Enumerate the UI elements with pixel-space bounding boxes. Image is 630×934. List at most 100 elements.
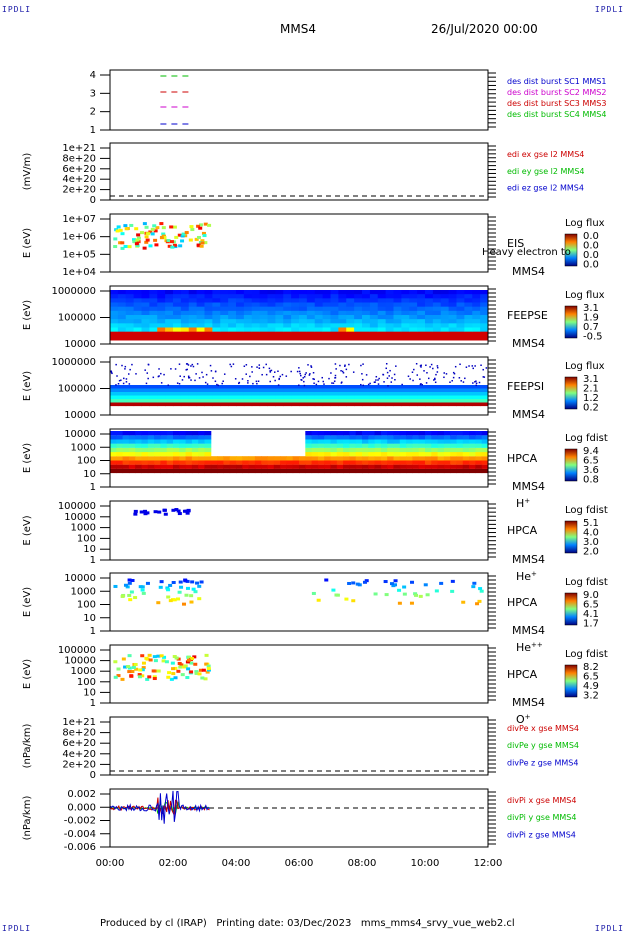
spectrogram-cell <box>259 302 268 308</box>
spectrogram-cell <box>251 331 261 337</box>
y-axis-label: (nPa/km) <box>22 724 33 769</box>
spectrogram-cell <box>141 310 150 316</box>
spectrogram-cell <box>472 310 481 316</box>
spectrogram-cell <box>154 447 161 453</box>
spectrogram-cell <box>317 456 325 461</box>
corner-label-bottom-right: IPDLI <box>594 924 624 933</box>
spectrogram-cell <box>432 335 442 341</box>
spectrogram-cell <box>324 468 331 474</box>
spectrogram-cell <box>236 392 245 396</box>
spectrogram-cell <box>377 306 387 312</box>
spectrogram-cell <box>462 464 470 469</box>
spectrogram-cell <box>212 290 221 295</box>
spectrogram-cell <box>310 366 313 368</box>
spectrogram-cell <box>125 294 135 299</box>
spectrogram-cell <box>149 385 158 389</box>
spectrogram-cell <box>173 443 180 448</box>
spectrogram-cell <box>432 310 442 316</box>
spectrogram-cell <box>432 385 442 389</box>
y-axis-label: E (eV) <box>22 515 33 545</box>
spectrogram-cell <box>306 388 316 393</box>
y-tick-label: 1e+07 <box>62 214 96 225</box>
spectrogram-cell <box>409 402 418 407</box>
spectrogram-cell <box>393 294 402 299</box>
spectrogram-cell <box>440 323 450 328</box>
spectrogram-cell <box>212 331 221 337</box>
spectrogram-cell <box>229 464 237 469</box>
spectrogram-cell <box>283 327 292 333</box>
spectrogram-cell <box>345 368 348 371</box>
spectrogram-cell <box>299 464 306 469</box>
spectrogram-cell <box>338 392 347 396</box>
spectrogram-cell <box>369 310 379 316</box>
spectrogram-cell <box>330 435 338 440</box>
spectrogram-cell <box>243 319 253 324</box>
spectrogram-cell <box>217 460 224 465</box>
spectrogram-cell <box>409 395 418 400</box>
spectrogram-cell <box>300 374 302 377</box>
spectrogram-cell <box>157 395 166 400</box>
spectrogram-cell <box>464 294 473 299</box>
spectrogram-cell <box>191 468 199 474</box>
spectrogram-cell <box>437 452 445 457</box>
spectrogram-cell <box>190 580 195 584</box>
spectrogram-cell <box>202 376 204 378</box>
spectrogram-cell <box>151 669 156 673</box>
spectrogram-cell <box>273 456 281 461</box>
spectrogram-cell <box>201 231 206 235</box>
spectrogram-cell <box>464 302 473 308</box>
colorbar-title: Log fdist <box>565 577 608 588</box>
spectrogram-cell <box>179 439 187 444</box>
spectrogram-cell <box>355 452 363 457</box>
spectrogram-cell <box>314 388 324 393</box>
spectrogram-cell <box>401 310 410 316</box>
spectrogram-cell <box>448 290 457 295</box>
spectrogram-cell <box>182 509 187 513</box>
spectrogram-cell <box>153 510 158 514</box>
spectrogram-cell <box>480 395 489 400</box>
spectrogram-cell <box>133 399 142 403</box>
spectrogram-cell <box>331 382 333 384</box>
spectrogram-cell <box>393 435 401 440</box>
spectrogram-cell <box>406 468 413 474</box>
spectrogram-cell <box>228 385 237 389</box>
spectrogram-cell <box>480 364 482 366</box>
spectrogram-cell <box>299 392 308 396</box>
spectrogram-cell <box>117 388 127 393</box>
spectrogram-cell <box>191 447 199 453</box>
spectrogram-cell <box>354 327 363 333</box>
spectrogram-cell <box>116 443 124 448</box>
spectrogram-cell <box>443 460 451 465</box>
spectrogram-cell <box>179 460 187 465</box>
spectrogram-cell <box>140 674 145 678</box>
spectrogram-cell <box>270 369 273 372</box>
spectrogram-cell <box>220 327 229 333</box>
spectrogram-cell <box>409 306 418 312</box>
spectrogram-cell <box>459 363 461 366</box>
spectrogram-cell <box>472 290 481 295</box>
spectrogram-cell <box>117 290 127 295</box>
spectrogram-cell <box>120 594 125 598</box>
spectrogram-cell <box>425 395 434 400</box>
spectrogram-cell <box>448 315 457 320</box>
spectrogram-cell <box>314 323 324 328</box>
spectrogram-cell <box>283 392 292 396</box>
spectrogram-cell <box>189 670 194 674</box>
spectrogram-cell <box>175 597 180 601</box>
legend-entry: des dist burst SC2 MMS2 <box>507 88 606 97</box>
spectrogram-cell <box>480 302 489 308</box>
spectrogram-cell <box>369 327 379 333</box>
spectrogram-cell <box>324 443 331 448</box>
y-tick-label: 2e+20 <box>62 185 96 196</box>
spectrogram-cell <box>125 327 135 333</box>
spectrogram-cell <box>127 245 132 249</box>
spectrogram-cell <box>204 385 213 389</box>
spectrogram-cell <box>190 365 192 367</box>
spectrogram-cell <box>159 580 164 584</box>
spectrogram-cell <box>382 373 385 376</box>
spectrogram-cell <box>385 310 394 316</box>
spectrogram-cell <box>116 447 124 453</box>
spectrogram-cell <box>406 464 413 469</box>
spectrogram-cell <box>377 290 387 295</box>
spectrogram-cell <box>144 240 149 244</box>
